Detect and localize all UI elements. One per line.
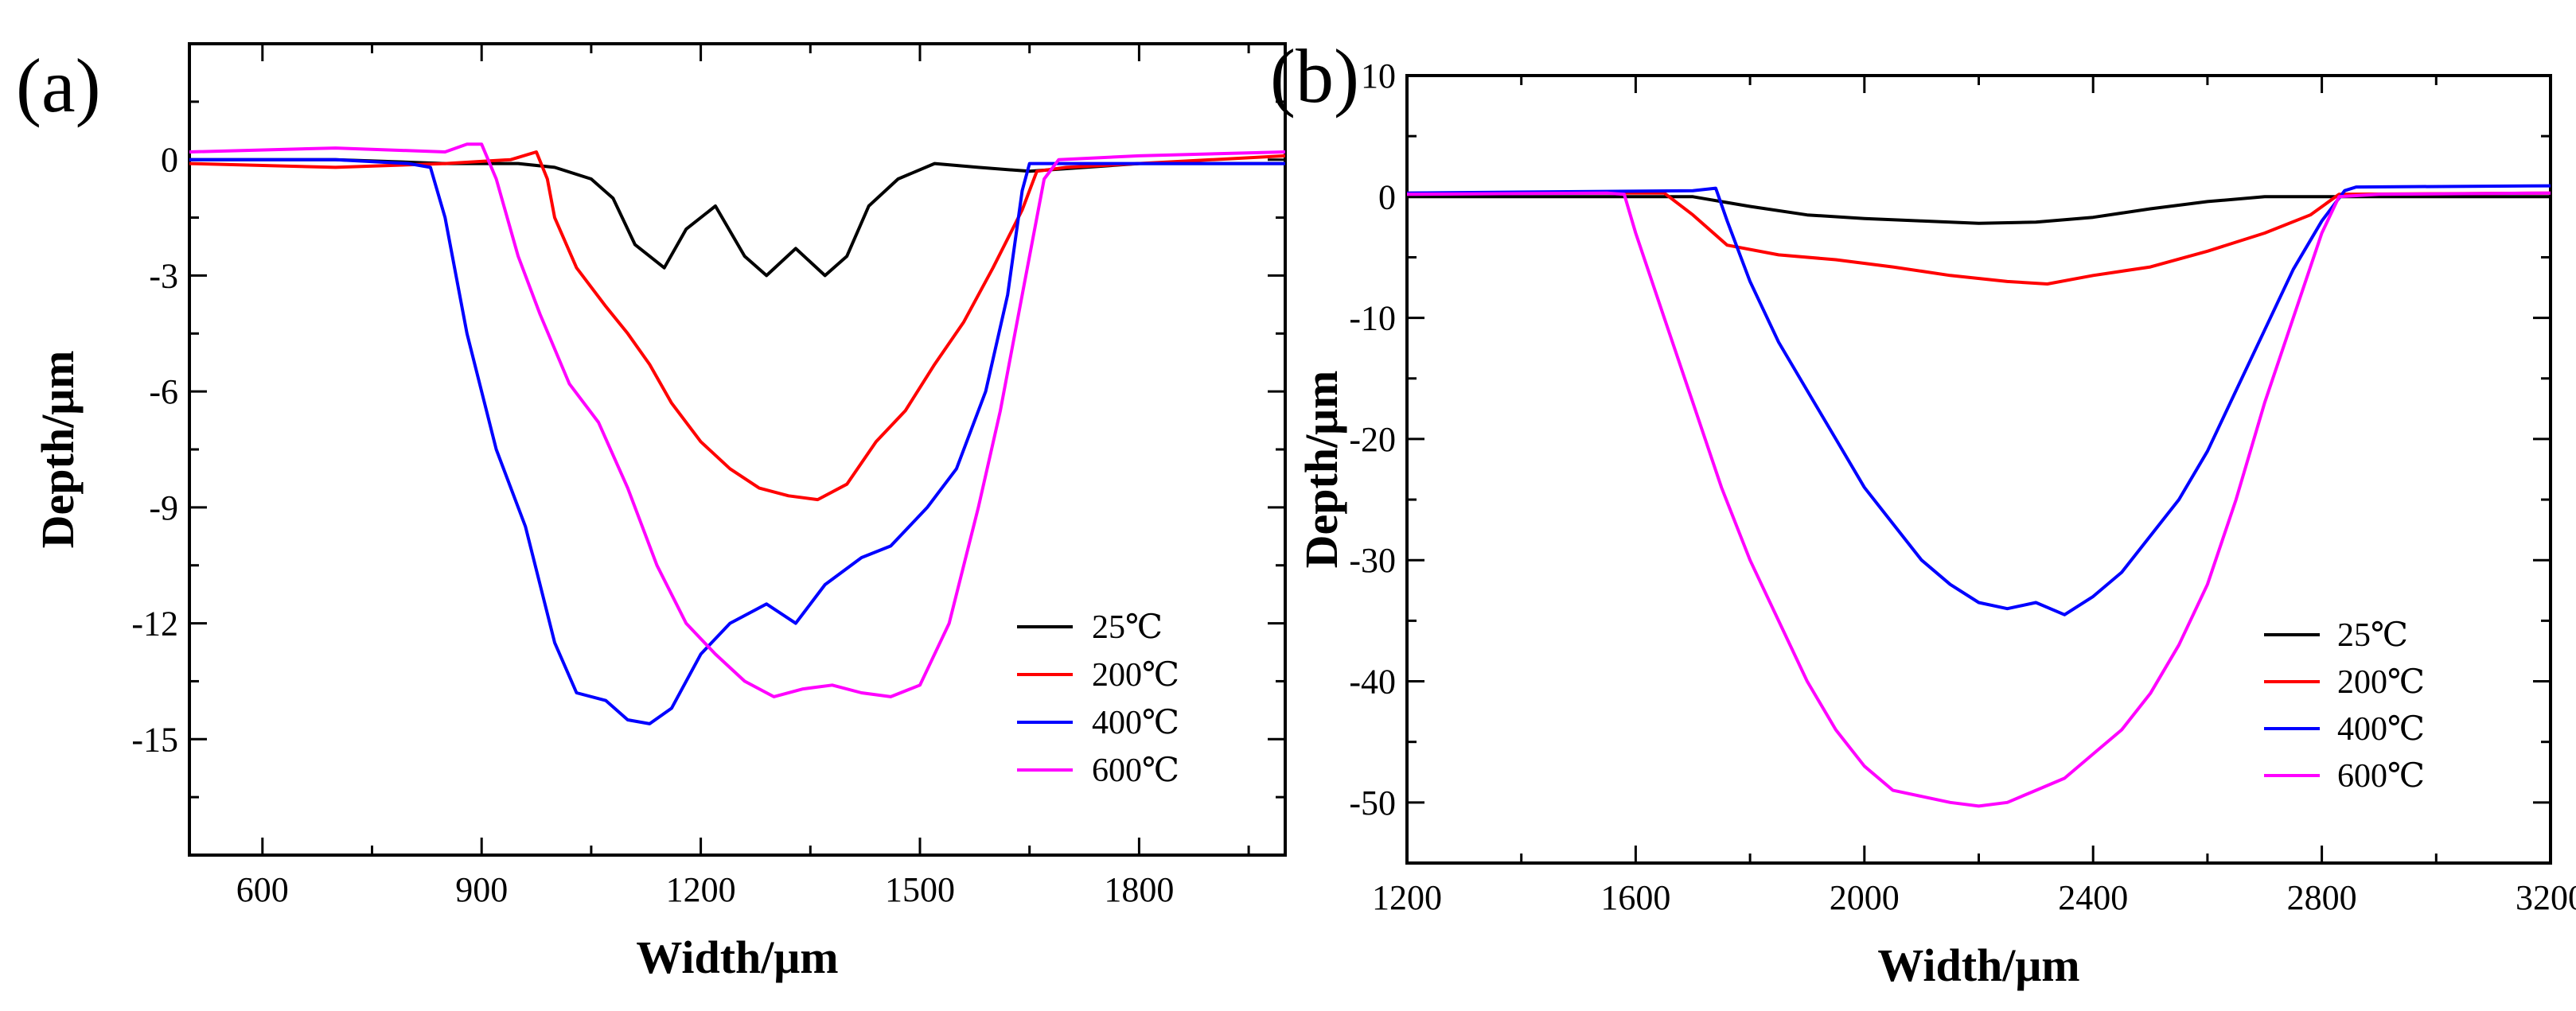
y-axis-title: Depth/μm	[32, 351, 84, 549]
x-tick-label: 2400	[2058, 878, 2128, 917]
series-line-4	[1407, 191, 2551, 808]
legend-label: 200℃	[2337, 664, 2425, 701]
panel-a: 600 900 1200 1500 1800 0 -3 -6 -9 -12 -15 25℃ 200℃ 40…	[16, 42, 1287, 983]
legend-label: 400℃	[1092, 705, 1179, 741]
legend-label: 25℃	[1092, 609, 1163, 646]
series-line-2	[1407, 191, 2551, 286]
legend-label: 600℃	[2337, 758, 2425, 795]
x-tick-label: 1800	[1104, 870, 1174, 909]
x-tick-label: 1500	[885, 870, 955, 909]
y-tick-label: -9	[149, 488, 178, 527]
y-tick-label: -15	[131, 720, 178, 759]
y-tick-label: -10	[1349, 299, 1396, 338]
y-tick-label: 0	[1378, 177, 1396, 216]
series-line-3	[189, 157, 1285, 725]
x-tick-label: 2000	[1830, 878, 1900, 917]
y-tick-label: -40	[1349, 663, 1396, 702]
legend-label: 400℃	[2337, 711, 2425, 748]
series-line-1	[1407, 195, 2551, 225]
x-tick-label: 600	[236, 870, 289, 909]
x-tick-label: 1200	[1372, 878, 1442, 917]
series-line-2	[189, 150, 1285, 502]
y-tick-label: -20	[1349, 420, 1396, 459]
series-line-1	[189, 157, 1285, 278]
y-tick-label: -50	[1349, 784, 1396, 822]
y-tick-label: -30	[1349, 541, 1396, 580]
x-axis-title: Width/μm	[636, 931, 838, 983]
x-tick-label: 1600	[1600, 878, 1670, 917]
legend-label: 200℃	[1092, 657, 1179, 694]
panel-b: 1200 1600 2000 2400 2800 3200 10 0 -10 -20 -30 -40 -…	[1270, 33, 2576, 991]
x-tick-label: 1200	[666, 870, 736, 909]
x-tick-label: 900	[455, 870, 508, 909]
legend-label: 600℃	[1092, 752, 1179, 789]
y-tick-label: 0	[161, 141, 178, 180]
series-line-3	[1407, 184, 2551, 616]
series-line-4	[189, 142, 1285, 698]
y-axis-title: Depth/μm	[1296, 371, 1347, 569]
y-tick-label: -12	[131, 605, 178, 644]
panel-label: (a)	[16, 43, 101, 128]
x-tick-label: 3200	[2516, 878, 2576, 917]
x-axis-title: Width/μm	[1877, 939, 2079, 991]
legend-label: 25℃	[2337, 617, 2408, 654]
y-tick-label: -3	[149, 256, 178, 295]
y-tick-label: 10	[1361, 56, 1396, 95]
x-tick-label: 2800	[2287, 878, 2357, 917]
panel-label: (b)	[1270, 33, 1359, 119]
y-tick-label: -6	[149, 372, 178, 411]
